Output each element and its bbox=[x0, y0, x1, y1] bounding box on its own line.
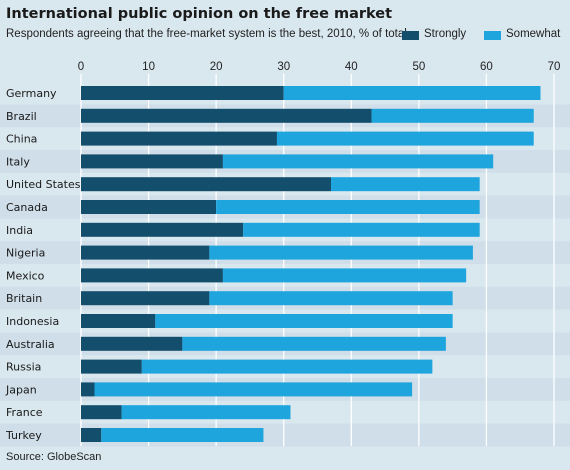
bar-somewhat-australia bbox=[182, 336, 446, 351]
chart-subtitle: Respondents agreeing that the free-marke… bbox=[6, 28, 407, 40]
legend-swatch-somewhat bbox=[484, 31, 501, 40]
bar-somewhat-japan bbox=[94, 382, 413, 397]
category-label: Indonesia bbox=[6, 315, 59, 328]
bar-somewhat-nigeria bbox=[209, 245, 473, 260]
bar-somewhat-turkey bbox=[101, 428, 264, 442]
bar-somewhat-russia bbox=[141, 359, 433, 374]
bar-somewhat-canada bbox=[216, 200, 480, 214]
category-label: Italy bbox=[6, 155, 30, 168]
bar-strongly-mexico bbox=[81, 268, 223, 283]
legend-label-strongly: Strongly bbox=[424, 28, 467, 40]
category-label: Mexico bbox=[6, 269, 45, 282]
chart-title: International public opinion on the free… bbox=[6, 6, 393, 22]
bar-somewhat-mexico bbox=[222, 268, 467, 283]
bar-strongly-australia bbox=[81, 336, 183, 351]
x-tick-label: 0 bbox=[78, 61, 84, 73]
category-label: United States bbox=[6, 178, 81, 191]
bar-strongly-nigeria bbox=[81, 245, 210, 260]
x-tick-label: 50 bbox=[412, 61, 425, 73]
x-tick-label: 10 bbox=[142, 61, 155, 73]
bar-strongly-japan bbox=[81, 382, 95, 397]
x-tick-label: 40 bbox=[345, 61, 358, 73]
legend-label-somewhat: Somewhat bbox=[506, 28, 561, 40]
category-label: Britain bbox=[6, 292, 42, 305]
category-label: Japan bbox=[5, 383, 37, 396]
category-label: Turkey bbox=[5, 429, 42, 442]
bar-strongly-france bbox=[81, 405, 122, 420]
bar-somewhat-india bbox=[243, 222, 480, 237]
bar-somewhat-indonesia bbox=[155, 314, 453, 328]
bar-somewhat-france bbox=[121, 405, 291, 420]
bar-strongly-russia bbox=[81, 359, 142, 374]
category-label: China bbox=[6, 133, 37, 146]
bar-somewhat-britain bbox=[209, 291, 453, 306]
bar-strongly-canada bbox=[81, 200, 217, 214]
bar-strongly-italy bbox=[81, 154, 223, 169]
category-label: Australia bbox=[6, 338, 55, 351]
category-label: France bbox=[6, 406, 43, 419]
bar-somewhat-italy bbox=[222, 154, 494, 169]
category-label: Brazil bbox=[6, 110, 37, 123]
bar-strongly-india bbox=[81, 222, 244, 237]
bar-strongly-germany bbox=[81, 86, 284, 100]
category-label: Germany bbox=[6, 87, 57, 100]
bar-strongly-brazil bbox=[81, 108, 372, 123]
category-label: Russia bbox=[6, 361, 41, 374]
category-label: India bbox=[6, 224, 33, 237]
x-tick-label: 20 bbox=[210, 61, 223, 73]
bar-strongly-united-states bbox=[81, 177, 332, 192]
chart-source: Source: GlobeScan bbox=[6, 451, 102, 463]
bar-strongly-britain bbox=[81, 291, 210, 306]
legend-swatch-strongly bbox=[402, 31, 419, 40]
x-tick-label: 70 bbox=[548, 61, 561, 73]
x-tick-label: 60 bbox=[480, 61, 493, 73]
bar-strongly-china bbox=[81, 131, 277, 146]
bar-somewhat-germany bbox=[283, 86, 541, 100]
x-tick-label: 30 bbox=[277, 61, 290, 73]
category-label: Nigeria bbox=[6, 247, 45, 260]
bar-strongly-indonesia bbox=[81, 314, 156, 328]
bar-somewhat-united-states bbox=[331, 177, 480, 192]
bar-somewhat-china bbox=[276, 131, 534, 146]
bar-somewhat-brazil bbox=[371, 108, 534, 123]
category-label: Canada bbox=[6, 201, 48, 214]
bar-strongly-turkey bbox=[81, 428, 102, 442]
